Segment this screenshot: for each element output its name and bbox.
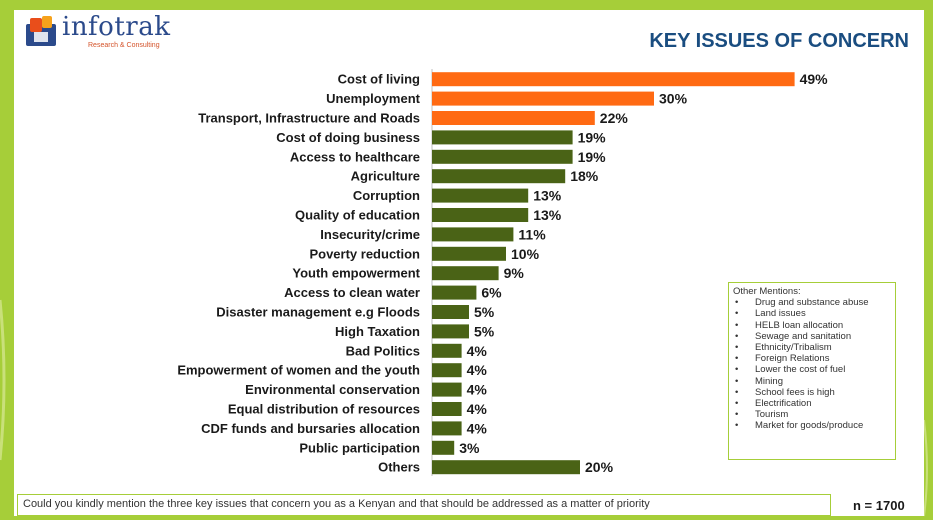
bar <box>432 402 462 416</box>
bar <box>432 111 595 125</box>
other-mention-item: Foreign Relations <box>733 353 891 364</box>
other-mentions-list: Drug and substance abuseLand issuesHELB … <box>733 297 891 432</box>
value-label: 49% <box>800 71 829 87</box>
value-label: 4% <box>467 382 488 398</box>
category-label: Insecurity/crime <box>320 227 420 242</box>
bar <box>432 72 795 87</box>
category-label: Public participation <box>299 440 420 455</box>
bar <box>432 91 654 106</box>
value-label: 4% <box>467 362 488 378</box>
value-label: 19% <box>578 129 607 145</box>
category-label: High Taxation <box>335 324 420 339</box>
other-mention-item: HELB loan allocation <box>733 320 891 331</box>
category-label: Unemployment <box>326 91 421 106</box>
other-mention-item: Ethnicity/Tribalism <box>733 342 891 353</box>
category-label: Quality of education <box>295 208 420 223</box>
survey-question: Could you kindly mention the three key i… <box>17 494 831 516</box>
bar <box>432 460 580 475</box>
other-mention-item: Electrification <box>733 398 891 409</box>
category-labels-group: Cost of living Unemployment Transport, Inf… <box>177 72 420 475</box>
sample-size: n = 1700 <box>845 496 923 516</box>
category-label: CDF funds and bursaries allocation <box>201 421 420 436</box>
bar <box>432 188 529 203</box>
chart-title: KEY ISSUES OF CONCERN <box>649 30 909 52</box>
category-label: Others <box>378 460 420 475</box>
category-label: Environmental conservation <box>245 382 420 397</box>
value-label: 11% <box>518 226 546 242</box>
category-label: Cost of doing business <box>276 130 420 145</box>
value-label: 22% <box>600 110 629 126</box>
category-label: Poverty reduction <box>309 246 420 261</box>
bar <box>432 149 573 164</box>
value-label: 4% <box>467 343 488 359</box>
bar <box>432 343 462 358</box>
category-label: Empowerment of women and the youth <box>177 363 420 378</box>
bar <box>432 440 455 455</box>
bar <box>432 208 529 222</box>
value-label: 19% <box>578 149 607 165</box>
bars-group <box>432 72 795 475</box>
value-label: 20% <box>585 459 614 475</box>
bar <box>432 285 477 300</box>
bar <box>432 363 462 378</box>
value-label: 13% <box>533 188 562 204</box>
infotrak-logo: infotrak Research & Consulting <box>24 12 194 54</box>
other-mention-item: Sewage and sanitation <box>733 331 891 342</box>
logo-tagline: Research & Consulting <box>88 42 160 49</box>
value-label: 9% <box>504 265 525 281</box>
value-label: 13% <box>533 207 562 223</box>
category-label: Disaster management e.g Floods <box>216 305 420 320</box>
category-label: Equal distribution of resources <box>228 402 420 417</box>
logo-wordmark: infotrak <box>62 12 171 42</box>
bar <box>432 324 469 339</box>
bar <box>432 130 573 145</box>
bar <box>432 382 462 397</box>
other-mentions-title: Other Mentions: <box>733 286 801 297</box>
logo-icon <box>26 16 56 46</box>
value-label: 10% <box>511 246 540 262</box>
other-mention-item: Mining <box>733 376 891 387</box>
value-labels-group: 49% 30% 22% 19% 19% 18% 13% 13% 11% 10% 9%6% 5% 5% 4%… <box>459 71 828 475</box>
other-mention-item: Market for goods/produce <box>733 420 891 431</box>
other-mentions-box: Other Mentions: Drug and substance abuse… <box>728 282 896 460</box>
value-label: 4% <box>467 420 488 436</box>
category-label: Youth empowerment <box>292 266 420 281</box>
value-label: 6% <box>481 285 502 301</box>
other-mention-item: Drug and substance abuse <box>733 297 891 308</box>
other-mention-item: Lower the cost of fuel <box>733 364 891 375</box>
category-label: Access to clean water <box>284 285 420 300</box>
value-label: 30% <box>659 91 688 107</box>
bar <box>432 169 566 184</box>
other-mention-item: Tourism <box>733 409 891 420</box>
category-label: Bad Politics <box>346 343 420 358</box>
value-label: 18% <box>570 168 599 184</box>
category-label: Agriculture <box>351 169 420 184</box>
bar <box>432 266 499 281</box>
other-mention-item: Land issues <box>733 308 891 319</box>
category-label: Transport, Infrastructure and Roads <box>198 111 420 126</box>
category-label: Access to healthcare <box>290 149 420 164</box>
value-label: 5% <box>474 304 495 320</box>
bar <box>432 246 506 261</box>
category-label: Corruption <box>353 188 420 203</box>
other-mention-item: School fees is high <box>733 387 891 398</box>
bar <box>432 305 469 319</box>
value-label: 3% <box>459 440 480 456</box>
value-label: 5% <box>474 323 495 339</box>
bar <box>432 227 514 242</box>
category-label: Cost of living <box>338 72 420 87</box>
value-label: 4% <box>467 401 488 417</box>
bar <box>432 421 462 436</box>
